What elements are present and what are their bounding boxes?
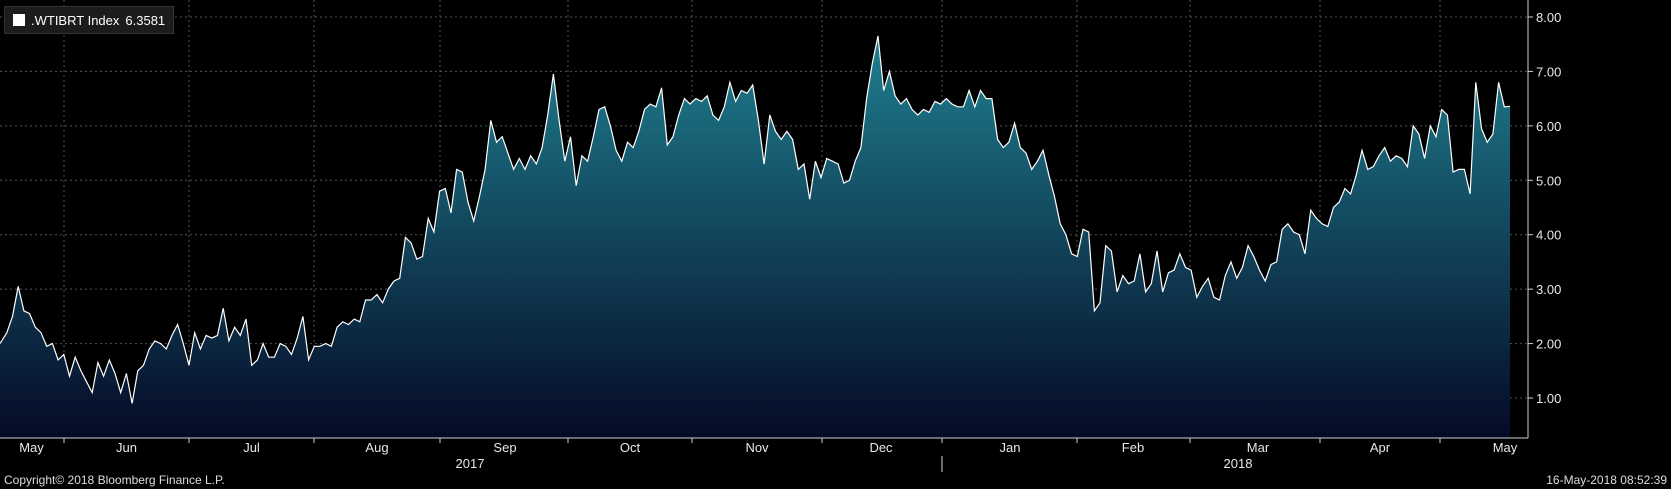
series-area [0, 36, 1510, 438]
legend: .WTIBRT Index 6.3581 [4, 6, 175, 34]
legend-swatch [13, 14, 25, 26]
x-month-label: Aug [365, 440, 388, 455]
timestamp-text: 16-May-2018 08:52:39 [1546, 473, 1667, 487]
x-month-label: May [19, 440, 44, 455]
copyright-text: Copyright© 2018 Bloomberg Finance L.P. [4, 473, 225, 487]
x-month-label: Mar [1247, 440, 1270, 455]
legend-series-label: .WTIBRT Index [31, 12, 120, 28]
x-axis: May Jun Jul Aug Sep Oct Nov Dec Jan Feb Mar Apr May 2… [0, 437, 1528, 472]
y-tick-label: 2.00 [1536, 337, 1561, 352]
x-month-label: Dec [869, 440, 893, 455]
y-tick-label: 7.00 [1536, 64, 1561, 79]
y-tick-label: 1.00 [1536, 391, 1561, 406]
x-month-label: Sep [493, 440, 516, 455]
y-tick-label: 6.00 [1536, 119, 1561, 134]
y-tick-label: 3.00 [1536, 282, 1561, 297]
y-tick-label: 8.00 [1536, 10, 1561, 25]
x-year-label: 2018 [1224, 456, 1253, 471]
x-month-label: Oct [620, 440, 641, 455]
x-month-label: May [1493, 440, 1518, 455]
x-month-label: Jan [1000, 440, 1021, 455]
y-tick-label: 4.00 [1536, 228, 1561, 243]
x-month-label: Nov [745, 440, 769, 455]
x-month-label: Jun [116, 440, 137, 455]
series-line [0, 35, 1511, 404]
x-month-label: Feb [1122, 440, 1144, 455]
y-tick-label: 5.00 [1536, 173, 1561, 188]
y-axis: 1.00 2.00 3.00 4.00 5.00 6.00 7.00 8.00 [1527, 0, 1561, 438]
x-year-label: 2017 [456, 456, 485, 471]
x-month-label: Apr [1370, 440, 1391, 455]
x-month-label: Jul [243, 440, 260, 455]
legend-last-value: 6.3581 [125, 12, 166, 28]
